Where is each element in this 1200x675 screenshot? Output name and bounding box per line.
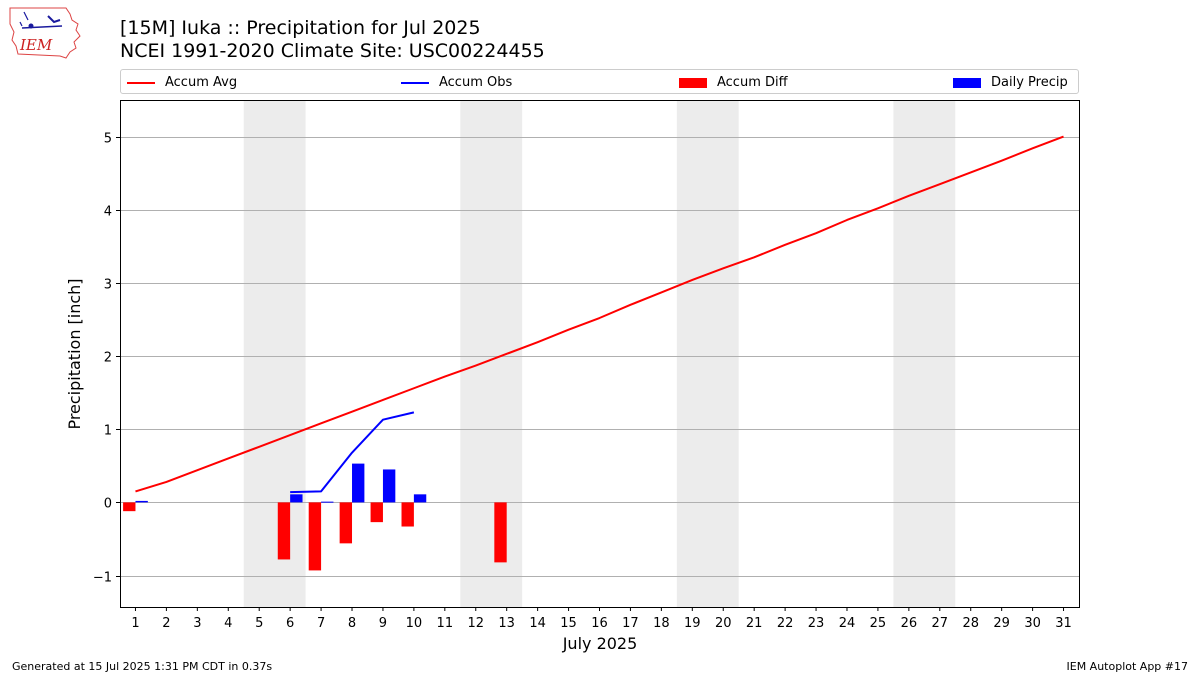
accum-diff-bar-10 bbox=[401, 502, 414, 527]
x-tick-label-13: 14 bbox=[529, 616, 546, 631]
x-tick-label-15: 16 bbox=[591, 616, 608, 631]
x-tick-label-23: 24 bbox=[839, 616, 856, 631]
x-tick-label-17: 18 bbox=[653, 616, 670, 631]
weekend-shade-2 bbox=[676, 100, 739, 607]
x-axis-label: July 2025 bbox=[562, 634, 638, 653]
logo-text: IEM bbox=[19, 36, 53, 54]
x-tick-label-6: 7 bbox=[317, 616, 325, 631]
daily-precip-bar-10 bbox=[413, 494, 427, 503]
daily-precip-bar-6 bbox=[290, 494, 303, 503]
accum-diff-bar-9 bbox=[370, 502, 383, 523]
legend-item-accum-obs: Accum Obs bbox=[401, 70, 512, 95]
x-tick-label-26: 27 bbox=[932, 616, 949, 631]
accum-diff-bar-7 bbox=[308, 502, 322, 571]
x-tick-label-19: 20 bbox=[715, 616, 732, 631]
y-tick-label-5: 4 bbox=[104, 205, 112, 220]
accum-diff-bar-6 bbox=[277, 502, 291, 560]
legend-item-daily-precip: Daily Precip bbox=[953, 70, 1068, 95]
legend-item-accum-avg: Accum Avg bbox=[127, 70, 237, 95]
legend-label-accum-diff: Accum Diff bbox=[717, 75, 788, 90]
x-tick-label-22: 23 bbox=[808, 616, 825, 631]
x-tick-label-9: 10 bbox=[406, 616, 423, 631]
x-tick-label-20: 21 bbox=[746, 616, 763, 631]
legend-label-accum-avg: Accum Avg bbox=[165, 75, 238, 90]
x-tick-label-29: 30 bbox=[1024, 616, 1041, 631]
plot-frame bbox=[120, 100, 1080, 608]
x-tick-label-30: 31 bbox=[1055, 616, 1072, 631]
x-tick-label-25: 26 bbox=[901, 616, 918, 631]
y-axis-label: Precipitation [inch] bbox=[65, 278, 84, 429]
legend-swatch-accum-avg bbox=[127, 81, 155, 84]
legend-swatch-accum-obs bbox=[401, 81, 429, 84]
x-tick-label-5: 6 bbox=[286, 616, 294, 631]
accum-diff-bar-8 bbox=[339, 502, 353, 544]
x-tick-label-4: 5 bbox=[255, 616, 263, 631]
x-tick-label-16: 17 bbox=[622, 616, 639, 631]
y-tick-label-1: 0 bbox=[104, 497, 112, 512]
accum-avg-line bbox=[135, 135, 1064, 493]
x-tick-label-8: 9 bbox=[379, 616, 387, 631]
y-tick-label-0: −1 bbox=[93, 571, 112, 586]
accum-diff-bar-13 bbox=[494, 502, 507, 563]
chart-subtitle: NCEI 1991-2020 Climate Site: USC00224455 bbox=[120, 40, 545, 62]
x-tick-label-11: 12 bbox=[467, 616, 484, 631]
y-tick-label-3: 2 bbox=[104, 351, 112, 366]
accum-diff-bar-1 bbox=[123, 502, 136, 512]
x-tick-label-2: 3 bbox=[193, 616, 201, 631]
legend-item-accum-diff: Accum Diff bbox=[679, 70, 788, 95]
x-tick-label-27: 28 bbox=[962, 616, 979, 631]
x-tick-label-14: 15 bbox=[560, 616, 577, 631]
weekend-shade-0 bbox=[243, 100, 306, 607]
legend-swatch-accum-diff bbox=[679, 77, 707, 88]
x-tick-label-0: 1 bbox=[131, 616, 139, 631]
x-tick-label-1: 2 bbox=[162, 616, 170, 631]
x-tick-label-12: 13 bbox=[498, 616, 515, 631]
weekend-shade-3 bbox=[893, 100, 956, 607]
x-tick-label-7: 8 bbox=[348, 616, 356, 631]
x-tick-label-28: 29 bbox=[993, 616, 1010, 631]
legend-label-accum-obs: Accum Obs bbox=[439, 75, 513, 90]
footer-generated: Generated at 15 Jul 2025 1:31 PM CDT in … bbox=[12, 660, 273, 673]
daily-precip-bar-7 bbox=[321, 501, 334, 503]
legend-label-daily-precip: Daily Precip bbox=[991, 75, 1068, 90]
legend-swatch-daily-precip bbox=[953, 77, 981, 88]
accum-obs-line bbox=[290, 411, 415, 494]
legend: Accum Avg Accum Obs Accum Diff Daily Pre… bbox=[120, 69, 1079, 94]
chart-title: [15M] Iuka :: Precipitation for Jul 2025 bbox=[120, 17, 481, 39]
daily-precip-bar-8 bbox=[352, 463, 365, 503]
x-tick-label-24: 25 bbox=[870, 616, 887, 631]
iem-logo: IEM bbox=[9, 7, 81, 59]
y-tick-label-2: 1 bbox=[104, 424, 112, 439]
x-tick-label-10: 11 bbox=[437, 616, 454, 631]
y-tick-label-6: 5 bbox=[104, 132, 112, 147]
x-tick-label-21: 22 bbox=[777, 616, 794, 631]
daily-precip-bar-1 bbox=[135, 500, 148, 503]
x-tick-label-18: 19 bbox=[684, 616, 701, 631]
daily-precip-bar-9 bbox=[382, 469, 396, 503]
weekend-shade-1 bbox=[460, 100, 523, 607]
footer-app: IEM Autoplot App #17 bbox=[1066, 660, 1189, 673]
x-tick-label-3: 4 bbox=[224, 616, 232, 631]
y-tick-label-4: 3 bbox=[104, 278, 112, 293]
